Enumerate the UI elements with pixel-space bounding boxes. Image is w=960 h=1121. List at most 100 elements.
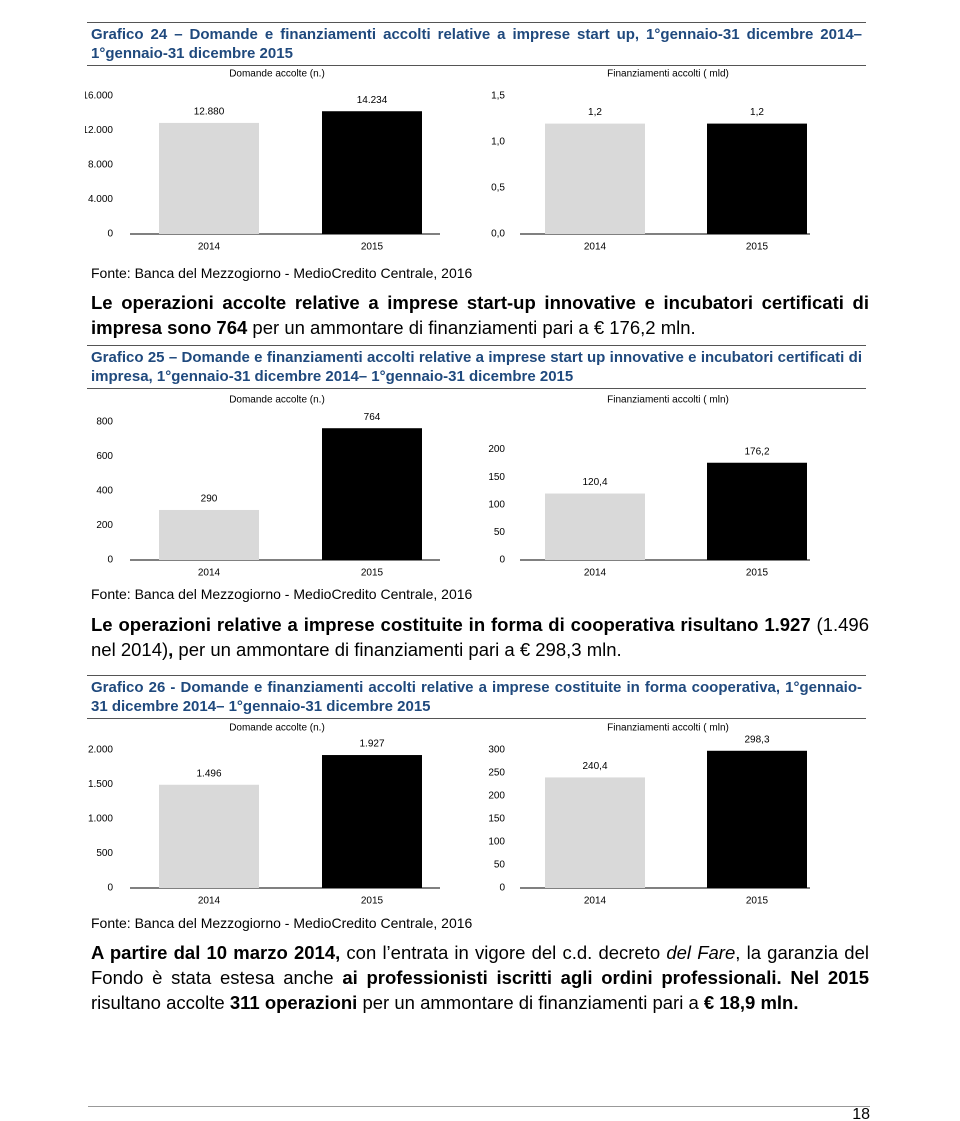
bar bbox=[707, 123, 807, 234]
y-tick-label: 100 bbox=[488, 499, 505, 510]
y-tick-label: 800 bbox=[96, 417, 113, 428]
bar bbox=[545, 123, 645, 234]
text-run: Le operazioni relative a imprese costitu… bbox=[91, 614, 811, 635]
y-tick-label: 8.000 bbox=[88, 160, 113, 171]
value-label: 176,2 bbox=[744, 446, 769, 457]
x-tick-label: 2014 bbox=[584, 568, 607, 579]
y-tick-label: 400 bbox=[96, 486, 113, 497]
text-run: 311 operazioni bbox=[229, 992, 358, 1013]
y-tick-label: 0 bbox=[107, 555, 113, 566]
y-tick-label: 0 bbox=[107, 883, 113, 894]
chart-pair: Domande accolte (n.) 0 4.000 8.000 12.000 16.… bbox=[85, 69, 810, 253]
y-tick-label: 50 bbox=[494, 860, 506, 871]
bar bbox=[545, 493, 645, 560]
y-tick-label: 200 bbox=[96, 520, 113, 531]
page-number: 18 bbox=[852, 1106, 870, 1121]
y-tick-label: 4.000 bbox=[88, 194, 113, 205]
y-tick-label: 50 bbox=[494, 527, 506, 538]
y-tick-label: 1,0 bbox=[491, 137, 505, 148]
source: Fonte: Banca del Mezzogiorno - MedioCred… bbox=[91, 915, 473, 931]
y-tick-label: 200 bbox=[488, 444, 505, 455]
text-run: , la garanzia del Fondo è stata estesa a… bbox=[91, 942, 869, 988]
chart-pair: Domande accolte (n.) 0 200 400 600 800 290 2014… bbox=[96, 395, 810, 579]
text-run: per un ammontare di finanziamenti pari a… bbox=[173, 639, 622, 660]
chart-heading: Grafico 24 – Domande e finanziamenti acc… bbox=[87, 22, 866, 66]
x-tick-label: 2014 bbox=[198, 896, 221, 907]
y-tick-label: 0 bbox=[107, 229, 113, 240]
bar bbox=[322, 755, 422, 888]
value-label: 1,2 bbox=[750, 107, 764, 118]
y-tick-label: 1,5 bbox=[491, 91, 505, 102]
y-tick-label: 1.000 bbox=[88, 814, 113, 825]
text-run: del Fare bbox=[666, 942, 736, 963]
text-run: (1.496 nel 2014) bbox=[91, 614, 869, 660]
value-label: 290 bbox=[201, 494, 218, 505]
x-tick-label: 2014 bbox=[584, 242, 607, 253]
value-label: 120,4 bbox=[582, 477, 607, 488]
y-tick-label: 0,0 bbox=[491, 229, 505, 240]
value-label: 298,3 bbox=[744, 734, 769, 745]
chart-title: Finanziamenti accolti ( mln) bbox=[607, 723, 729, 734]
paragraph: A partire dal 10 marzo 2014, con l’entra… bbox=[91, 940, 869, 1015]
bar bbox=[322, 428, 422, 560]
text-run: Le operazioni accolte relative a imprese… bbox=[91, 292, 869, 338]
value-label: 1,2 bbox=[588, 107, 602, 118]
x-tick-label: 2015 bbox=[746, 242, 769, 253]
y-tick-label: 1.500 bbox=[88, 779, 113, 790]
y-tick-label: 300 bbox=[488, 745, 505, 756]
value-label: 12.880 bbox=[194, 107, 225, 118]
source: Fonte: Banca del Mezzogiorno - MedioCred… bbox=[91, 586, 473, 602]
x-tick-label: 2015 bbox=[361, 242, 384, 253]
value-label: 240,4 bbox=[582, 761, 607, 772]
value-label: 764 bbox=[364, 412, 381, 423]
chart-pair: Domande accolte (n.)05001.0001.5002.0001… bbox=[88, 723, 810, 907]
bar bbox=[322, 111, 422, 234]
value-label: 1.927 bbox=[359, 739, 384, 750]
y-tick-label: 200 bbox=[488, 791, 505, 802]
y-tick-label: 0 bbox=[499, 883, 505, 894]
paragraph: Le operazioni accolte relative a imprese… bbox=[91, 290, 869, 340]
bar bbox=[545, 777, 645, 888]
chart-title: Domande accolte (n.) bbox=[229, 395, 325, 406]
text-run: con l’entrata in vigore del c.d. decreto bbox=[340, 942, 667, 963]
chart-title: Domande accolte (n.) bbox=[229, 69, 325, 80]
bar bbox=[159, 509, 259, 560]
y-tick-label: 100 bbox=[488, 837, 505, 848]
source: Fonte: Banca del Mezzogiorno - MedioCred… bbox=[91, 265, 473, 281]
x-tick-label: 2014 bbox=[584, 896, 607, 907]
text-run: risultano accolte bbox=[91, 992, 230, 1013]
bar bbox=[159, 784, 259, 888]
text-run: , bbox=[168, 639, 174, 660]
y-tick-label: 2.000 bbox=[88, 745, 113, 756]
text-run: € 18,9 mln. bbox=[703, 992, 799, 1013]
chart-title: Finanziamenti accolti ( mld) bbox=[607, 69, 729, 80]
text-run: A partire dal 10 marzo 2014, bbox=[91, 942, 341, 963]
x-tick-label: 2015 bbox=[361, 568, 384, 579]
bar bbox=[159, 122, 259, 234]
bar bbox=[707, 462, 807, 560]
x-tick-label: 2014 bbox=[198, 242, 221, 253]
chart-heading: Grafico 26 - Domande e finanziamenti acc… bbox=[87, 675, 866, 719]
y-tick-label: 0 bbox=[499, 555, 505, 566]
y-tick-label: 16.000 bbox=[85, 91, 113, 102]
y-tick-label: 500 bbox=[96, 848, 113, 859]
y-tick-label: 250 bbox=[488, 768, 505, 779]
y-tick-label: 12.000 bbox=[85, 125, 113, 136]
x-tick-label: 2015 bbox=[746, 896, 769, 907]
paragraph: Le operazioni relative a imprese costitu… bbox=[91, 612, 869, 662]
y-tick-label: 150 bbox=[488, 814, 505, 825]
y-tick-label: 0,5 bbox=[491, 183, 505, 194]
x-tick-label: 2015 bbox=[746, 568, 769, 579]
y-tick-label: 150 bbox=[488, 472, 505, 483]
footer-rule bbox=[88, 1106, 870, 1107]
y-tick-label: 600 bbox=[96, 451, 113, 462]
chart-title: Domande accolte (n.) bbox=[229, 723, 325, 734]
bar bbox=[707, 750, 807, 888]
x-tick-label: 2014 bbox=[198, 568, 221, 579]
x-tick-label: 2015 bbox=[361, 896, 384, 907]
chart-title: Finanziamenti accolti ( mln) bbox=[607, 395, 729, 406]
value-label: 1.496 bbox=[196, 768, 221, 779]
text-run: per un ammontare di finanziamenti pari a… bbox=[247, 317, 696, 338]
text-run: per un ammontare di finanziamenti pari a bbox=[357, 992, 704, 1013]
